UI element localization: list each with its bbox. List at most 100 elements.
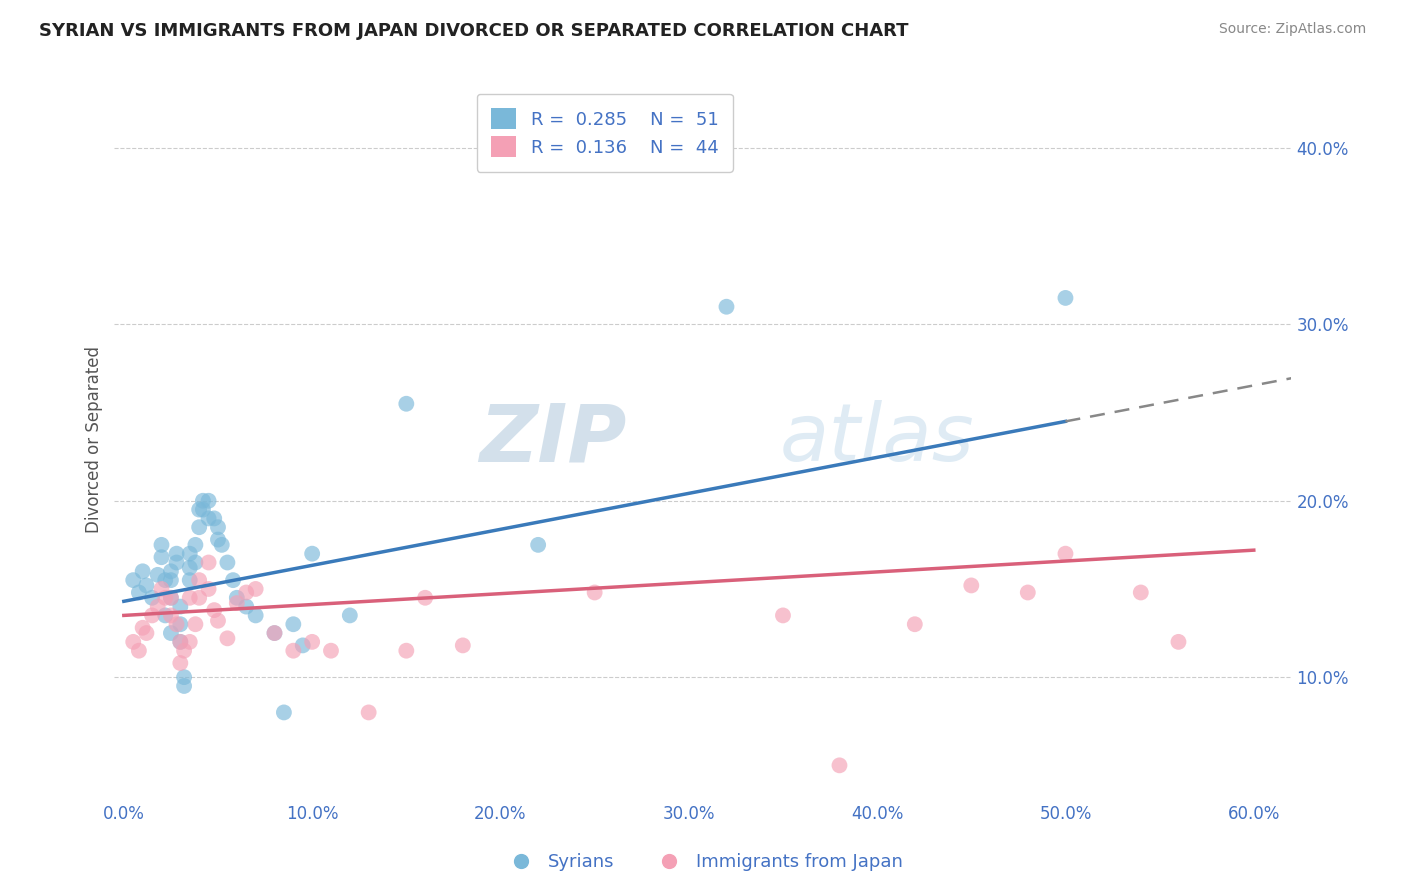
Point [128,643,150,657]
Point [263,626,285,640]
Point [131,564,153,578]
Point [188,502,211,516]
Point [527,538,550,552]
Point [395,397,418,411]
Point [188,520,211,534]
Point [166,556,188,570]
Text: atlas: atlas [779,400,974,478]
Point [395,643,418,657]
Point [339,608,361,623]
Point [169,599,191,614]
Point [235,585,257,599]
Point [169,617,191,632]
Point [225,596,247,610]
Point [357,706,380,720]
Point [166,617,188,632]
Text: Source: ZipAtlas.com: Source: ZipAtlas.com [1219,22,1367,37]
Point [169,635,191,649]
Point [583,585,606,599]
Point [413,591,436,605]
Point [169,635,191,649]
Point [225,591,247,605]
Point [207,614,229,628]
Point [263,626,285,640]
Point [202,511,225,525]
Point [301,635,323,649]
Point [141,591,163,605]
Point [197,582,219,596]
Point [184,538,207,552]
Point [245,608,267,623]
Point [211,538,233,552]
Point [150,538,173,552]
Point [283,643,305,657]
Point [146,599,169,614]
Point [179,547,201,561]
Point [904,617,927,632]
Point [197,493,219,508]
Point [150,582,173,596]
Point [135,626,157,640]
Point [451,639,474,653]
Point [155,573,177,587]
Point [1167,635,1189,649]
Point [191,493,214,508]
Point [301,547,323,561]
Point [179,561,201,575]
Point [166,547,188,561]
Point [160,591,183,605]
Point [1054,547,1077,561]
Point [173,679,195,693]
Point [179,635,201,649]
Point [160,626,183,640]
Legend: R =  0.285    N =  51, R =  0.136    N =  44: R = 0.285 N = 51, R = 0.136 N = 44 [477,94,733,171]
Point [184,617,207,632]
Point [197,511,219,525]
Point [207,533,229,547]
Point [202,603,225,617]
Point [122,635,145,649]
Point [217,556,239,570]
Point [222,573,245,587]
Point [128,585,150,599]
Point [828,758,851,772]
Point [207,520,229,534]
Point [1129,585,1152,599]
Point [184,556,207,570]
Y-axis label: Divorced or Separated: Divorced or Separated [86,345,103,533]
Point [141,608,163,623]
Point [1054,291,1077,305]
Point [188,591,211,605]
Text: ZIP: ZIP [479,400,627,478]
Point [155,608,177,623]
Point [217,632,239,646]
Point [179,573,201,587]
Point [155,591,177,605]
Point [235,599,257,614]
Point [122,573,145,587]
Legend: Syrians, Immigrants from Japan: Syrians, Immigrants from Japan [496,847,910,879]
Point [273,706,295,720]
Point [173,670,195,684]
Point [160,608,183,623]
Point [319,643,342,657]
Point [191,502,214,516]
Point [960,578,983,592]
Point [131,621,153,635]
Point [291,639,314,653]
Point [160,591,183,605]
Point [245,582,267,596]
Point [716,300,738,314]
Text: SYRIAN VS IMMIGRANTS FROM JAPAN DIVORCED OR SEPARATED CORRELATION CHART: SYRIAN VS IMMIGRANTS FROM JAPAN DIVORCED… [39,22,908,40]
Point [150,550,173,565]
Point [169,656,191,670]
Point [135,578,157,592]
Point [197,556,219,570]
Point [146,567,169,582]
Point [173,643,195,657]
Point [188,573,211,587]
Point [160,564,183,578]
Point [1017,585,1039,599]
Point [283,617,305,632]
Point [179,591,201,605]
